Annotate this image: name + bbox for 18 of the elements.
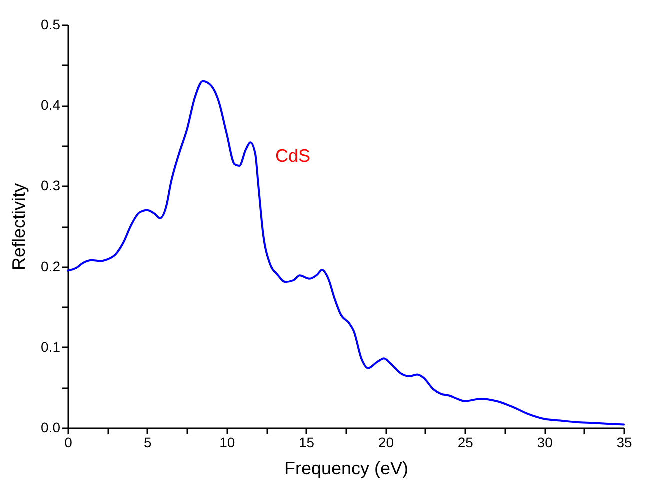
y-tick-label: 0.3	[41, 178, 61, 194]
x-tick-label: 15	[298, 434, 315, 450]
y-tick-label: 0.2	[41, 258, 61, 274]
x-axis-title: Frequency (eV)	[284, 458, 409, 478]
y-tick-label: 0.0	[41, 420, 61, 436]
annotation: CdS	[275, 146, 311, 166]
y-tick-label: 0.1	[41, 338, 61, 355]
x-tick-label: 20	[378, 434, 394, 450]
x-tick-label: 35	[616, 434, 632, 450]
y-axis-title: Reflectivity	[9, 183, 30, 271]
x-tick-label: 25	[458, 434, 474, 450]
x-tick-label: 5	[144, 434, 152, 450]
line-series	[67, 80, 625, 426]
y-tick-label: 0.4	[41, 97, 61, 114]
y-tick-label: 0.5	[41, 16, 61, 32]
x-tick-label: 10	[220, 434, 236, 450]
x-tick-label: 0	[64, 434, 73, 450]
x-tick-label: 30	[537, 434, 554, 450]
